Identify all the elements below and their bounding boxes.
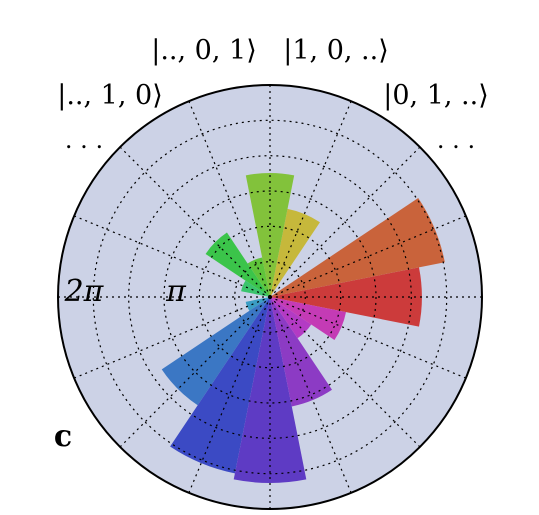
polar-bar-4 xyxy=(247,257,270,297)
label-ellipsis-left: . . . xyxy=(65,126,103,154)
polar-bar-6 xyxy=(241,280,270,297)
polar-bar-13 xyxy=(270,297,347,341)
grid-ring xyxy=(163,190,377,404)
radial-tick-2pi: 2π xyxy=(64,274,105,309)
grid-group xyxy=(58,85,482,509)
radial-tick-pi: π xyxy=(165,274,187,309)
label-ket-01-left: |.., 0, 1⟩ xyxy=(151,35,256,66)
polar-bar-0 xyxy=(270,267,422,327)
polar-bar-11 xyxy=(270,297,333,407)
polar-bar-1 xyxy=(270,197,445,297)
polar-bar-5 xyxy=(205,232,270,297)
polar-bar-9 xyxy=(170,297,270,474)
polar-bar-2 xyxy=(270,208,320,297)
polar-bar-10 xyxy=(233,297,307,483)
label-ket-01-right: |0, 1, ..⟩ xyxy=(383,80,488,111)
grid-ring xyxy=(92,119,448,475)
label-ket-10-left: |.., 1, 0⟩ xyxy=(57,80,162,111)
panel-label: c xyxy=(54,419,72,454)
label-ket-10-right: |1, 0, ..⟩ xyxy=(283,35,388,66)
grid-ring xyxy=(234,261,306,333)
polar-bar-7 xyxy=(245,297,270,311)
label-ellipsis-right: . . . xyxy=(437,126,475,154)
grid-ring xyxy=(128,155,412,439)
grid-ring xyxy=(198,225,342,369)
bars-group xyxy=(161,173,445,483)
polar-outline xyxy=(57,84,483,510)
